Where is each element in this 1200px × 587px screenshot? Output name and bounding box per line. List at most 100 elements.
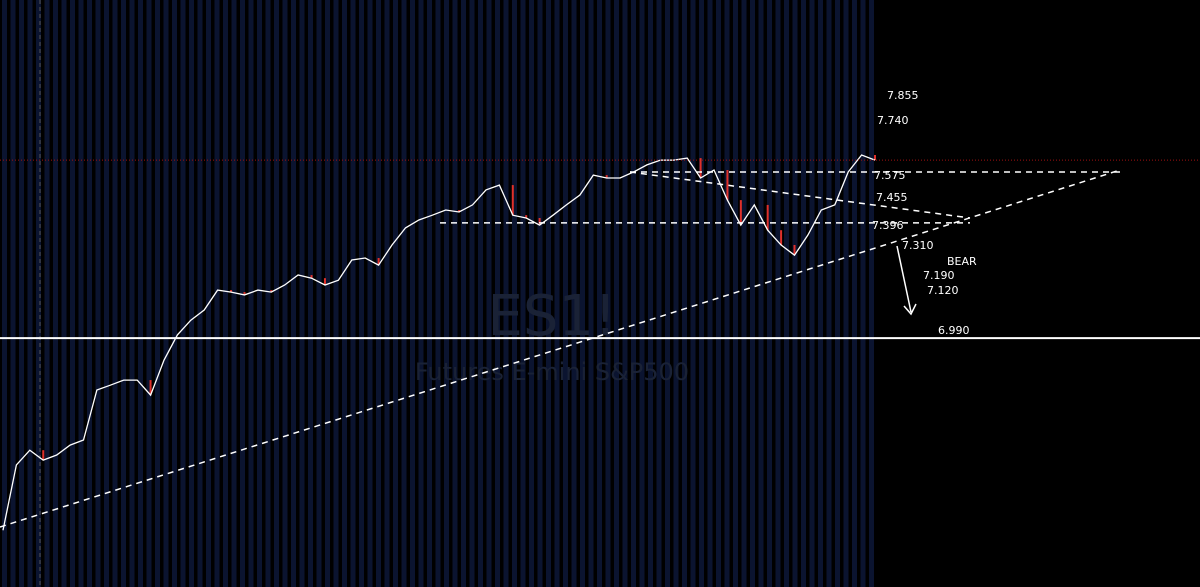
stripe [19,0,24,587]
stripe [461,0,466,587]
stripe [138,0,143,587]
stripe [503,0,509,587]
stripe [724,0,730,587]
stripe [359,0,364,587]
stripe [27,0,33,587]
stripe [784,0,789,587]
stripe [2,0,7,587]
stripe [571,0,577,587]
stripe [129,0,135,587]
stripe [690,0,696,587]
stripe [716,0,721,587]
stripe [53,0,58,587]
stripe [316,0,322,587]
stripe [588,0,594,587]
stripe [707,0,713,587]
stripe [801,0,806,587]
stripe [835,0,840,587]
stripe [665,0,670,587]
stripe [546,0,551,587]
stripe [512,0,517,587]
level-label: 7.855 [887,89,919,102]
stripe [435,0,441,587]
stripe [741,0,747,587]
stripe [180,0,186,587]
stripe [87,0,92,587]
stripe [172,0,177,587]
price-line [2,154,876,531]
stripe [597,0,602,587]
stripe [44,0,50,587]
level-label: 7.190 [923,269,955,282]
stripe [775,0,781,587]
stripe [189,0,194,587]
stripe [792,0,798,587]
level-label: 7.740 [877,114,909,127]
stripe [699,0,704,587]
stripe [418,0,424,587]
level-label: 6.990 [938,324,970,337]
stripe [410,0,415,587]
stripe [257,0,262,587]
stripe [758,0,764,587]
stripe [520,0,526,587]
stripe [852,0,857,587]
stripe [197,0,203,587]
stripe [826,0,832,587]
stripe [61,0,67,587]
stripe [614,0,619,587]
stripe [733,0,738,587]
stripe [308,0,313,587]
stripe [860,0,866,587]
stripe [350,0,356,587]
stripe [248,0,254,587]
stripe [444,0,449,587]
trendline [629,171,971,219]
stripe [639,0,645,587]
signal-label: BEAR [947,255,977,268]
stripe [656,0,662,587]
stripe [325,0,330,587]
stripe [554,0,560,587]
stripe [291,0,296,587]
stripe [393,0,398,587]
stripe [605,0,611,587]
level-label: 7.455 [876,191,908,204]
stripe [478,0,483,587]
stripe [869,0,874,587]
stripe [495,0,500,587]
stripe [384,0,390,587]
trendline [0,169,1121,528]
stripe [767,0,772,587]
stripe [843,0,849,587]
stripe [376,0,381,587]
stripe [682,0,687,587]
stripe [818,0,823,587]
watermark-symbol: ES1! [487,284,616,349]
level-label: 7.396 [872,219,904,232]
stripe [214,0,220,587]
stripe [231,0,237,587]
stripe [240,0,245,587]
stripe [401,0,407,587]
level-label: 7.120 [927,284,959,297]
stripe [648,0,653,587]
stripe [282,0,288,587]
level-label: 7.575 [874,169,906,182]
level-label: 7.310 [902,239,934,252]
stripe [299,0,305,587]
stripe [112,0,118,587]
stripe [265,0,271,587]
stripe [223,0,228,587]
stripe [146,0,152,587]
stripe [452,0,458,587]
stripe [95,0,101,587]
stripe [333,0,339,587]
stripe [537,0,543,587]
arrow [896,245,912,313]
stripe [809,0,815,587]
stripe [10,0,16,587]
stripe [750,0,755,587]
